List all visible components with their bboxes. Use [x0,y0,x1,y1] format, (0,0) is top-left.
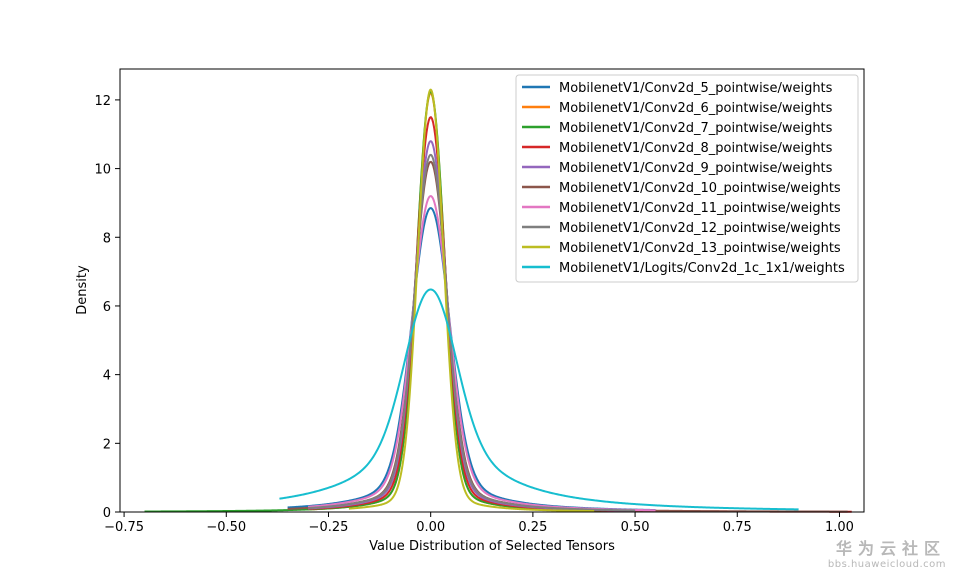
x-axis-label: Value Distribution of Selected Tensors [369,539,615,554]
watermark-brand: 华为云社区 [835,539,946,558]
series-line-9 [348,88,595,513]
legend-box [515,74,859,283]
legend: MobilenetV1/Conv2d_5_pointwise/weights Mo… [515,74,859,283]
legend-label: MobilenetV1/Conv2d_11_pointwise/weights [559,201,841,216]
y-tick-label: 4 [103,369,111,384]
y-tick-label: 8 [103,231,111,246]
legend-label: MobilenetV1/Conv2d_8_pointwise/weights [559,141,833,156]
series-line-10 [279,288,799,511]
x-tick-label: 0.00 [416,520,445,535]
y-axis: 0 2 4 6 8 10 12 [94,94,120,521]
x-tick-label: −0.50 [206,520,246,535]
x-tick-label: −0.25 [309,520,349,535]
y-tick-label: 12 [94,94,111,109]
y-tick-label: 0 [103,506,111,521]
legend-label: MobilenetV1/Conv2d_12_pointwise/weights [559,221,841,236]
series-line-8 [307,153,636,512]
legend-label: MobilenetV1/Conv2d_6_pointwise/weights [559,101,833,116]
watermark: 华为云社区 bbs.huaweicloud.com [828,535,946,570]
x-tick-label: 1.00 [825,520,854,535]
y-axis-label: Density [75,265,90,315]
legend-label: MobilenetV1/Logits/Conv2d_1c_1x1/weights [559,261,845,276]
curves-layer [144,88,852,513]
x-tick-label: −0.75 [104,520,144,535]
x-tick-label: 0.50 [621,520,650,535]
y-tick-label: 2 [103,437,111,452]
legend-label: MobilenetV1/Conv2d_9_pointwise/weights [559,161,833,176]
watermark-url: bbs.huaweicloud.com [827,559,946,570]
y-tick-label: 10 [94,163,111,178]
x-tick-label: 0.75 [723,520,752,535]
y-tick-label: 6 [103,300,111,315]
x-axis: −0.75 −0.50 −0.25 0.00 0.25 0.50 0.75 1.00 [104,512,854,535]
x-tick-label: 0.25 [518,520,547,535]
legend-label: MobilenetV1/Conv2d_7_pointwise/weights [559,121,833,136]
legend-label: MobilenetV1/Conv2d_10_pointwise/weights [559,181,841,196]
legend-label: MobilenetV1/Conv2d_13_pointwise/weights [559,241,841,256]
legend-label: MobilenetV1/Conv2d_5_pointwise/weights [559,81,833,96]
plot-frame [119,68,865,513]
